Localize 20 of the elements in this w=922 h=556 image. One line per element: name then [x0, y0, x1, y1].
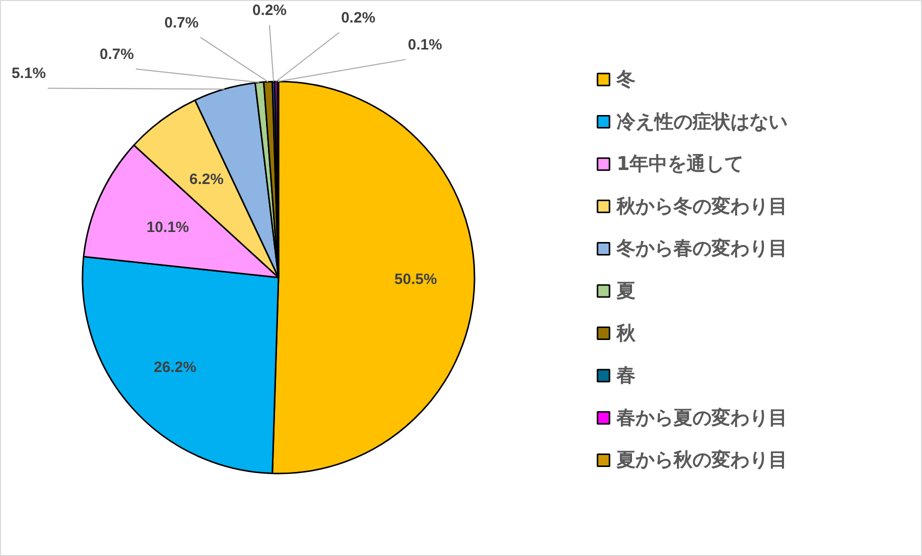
data-label: 6.2%: [189, 171, 224, 188]
legend-label: 春から夏の変わり目: [616, 406, 788, 429]
data-label: 0.7%: [164, 14, 199, 32]
legend-label: 夏から秋の変わり目: [616, 449, 788, 472]
legend-label: 冬から春の変わり目: [616, 238, 788, 260]
legend-label: 冬: [616, 68, 636, 90]
data-label: 10.1%: [146, 218, 190, 236]
legend-label: 冷え性の症状はない: [616, 110, 788, 133]
data-label: 50.5%: [394, 271, 437, 288]
data-label: 0.1%: [408, 36, 442, 54]
data-label: 5.1%: [12, 65, 46, 82]
data-label: 0.7%: [100, 46, 134, 64]
legend-label: 夏: [616, 280, 636, 302]
data-label: 0.2%: [252, 2, 287, 19]
legend-label: 秋から冬の変わり目: [616, 195, 788, 218]
legend-label: 春: [616, 364, 636, 387]
data-label: 26.2%: [154, 359, 196, 376]
legend-label: 1年中を通して: [616, 153, 744, 176]
data-label: 0.2%: [341, 9, 376, 26]
legend-label: 秋: [616, 322, 636, 344]
